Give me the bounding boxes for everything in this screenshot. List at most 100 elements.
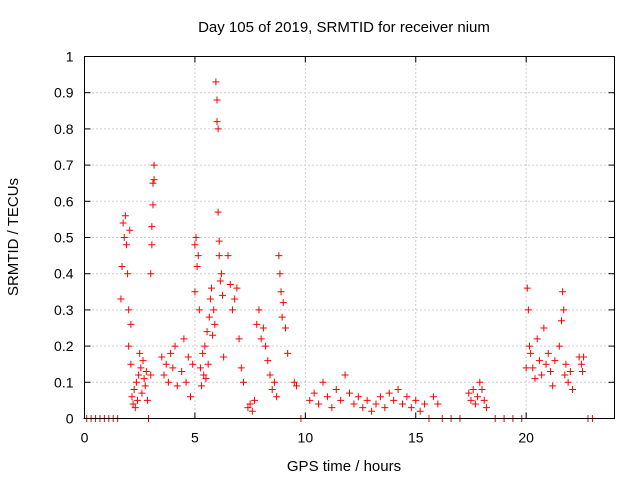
data-point <box>194 252 202 260</box>
data-point <box>544 349 552 357</box>
data-point <box>332 386 340 394</box>
data-point <box>276 270 284 278</box>
data-point <box>538 371 546 379</box>
data-point <box>189 360 197 368</box>
data-point <box>264 357 272 365</box>
y-tick-label: 0.1 <box>54 374 74 390</box>
data-point <box>471 400 479 408</box>
data-point <box>577 360 585 368</box>
data-point <box>399 400 406 408</box>
data-point <box>407 404 415 412</box>
data-point <box>535 357 543 365</box>
data-point <box>160 371 168 379</box>
data-point <box>162 360 170 368</box>
data-point <box>213 96 221 104</box>
grid <box>84 56 615 419</box>
data-point <box>244 404 252 412</box>
data-point <box>209 331 217 339</box>
data-point <box>129 400 137 408</box>
x-tick-label: 20 <box>518 430 534 446</box>
data-point <box>429 393 437 401</box>
data-point <box>478 386 486 394</box>
data-point <box>131 404 139 412</box>
data-point <box>281 324 289 332</box>
data-point <box>394 386 402 394</box>
x-tick-label: 0 <box>81 430 89 446</box>
data-point <box>566 367 574 375</box>
data-point <box>560 306 568 314</box>
data-point <box>182 378 190 386</box>
data-point <box>277 288 285 296</box>
y-axis-label: SRMTID / TECUs <box>5 178 22 296</box>
chart-title: Day 105 of 2019, SRMTID for receiver niu… <box>198 19 490 36</box>
y-tick-label: 0.9 <box>54 85 74 101</box>
data-point <box>213 118 221 126</box>
data-point <box>319 378 327 386</box>
data-point <box>134 396 141 404</box>
data-point <box>199 349 207 357</box>
data-point <box>122 241 130 249</box>
data-point <box>578 367 586 375</box>
data-point <box>279 299 287 307</box>
data-point <box>219 291 227 299</box>
y-tick-label: 0.7 <box>54 157 74 173</box>
data-point <box>531 375 539 383</box>
data-point <box>220 353 228 361</box>
y-tick-label: 1 <box>66 49 74 65</box>
data-points <box>83 78 596 422</box>
data-point <box>193 262 201 270</box>
data-point <box>130 386 138 394</box>
data-point <box>205 313 213 321</box>
data-point <box>120 234 128 241</box>
data-point <box>293 382 300 390</box>
data-point <box>467 396 475 404</box>
data-point <box>206 295 214 303</box>
data-point <box>390 396 398 404</box>
data-point <box>266 371 274 379</box>
data-point <box>381 404 389 412</box>
data-point <box>212 78 220 86</box>
data-point <box>167 349 175 357</box>
data-point <box>337 396 345 404</box>
data-point <box>363 396 371 404</box>
data-point <box>533 335 541 343</box>
data-point <box>469 386 477 394</box>
x-tick-label: 15 <box>408 430 424 446</box>
data-point <box>580 353 588 361</box>
data-point <box>257 335 265 343</box>
data-point <box>147 270 155 278</box>
data-point <box>202 375 210 383</box>
data-point <box>278 313 286 321</box>
data-point <box>564 378 572 386</box>
data-point <box>132 378 140 386</box>
data-point <box>310 389 318 397</box>
data-point <box>525 342 533 350</box>
data-point <box>259 324 267 332</box>
data-point <box>403 393 411 401</box>
plot-frame <box>84 56 615 419</box>
data-point <box>141 382 149 390</box>
data-point <box>306 396 314 404</box>
data-point <box>126 226 134 234</box>
data-point <box>482 404 490 412</box>
data-point <box>135 371 143 379</box>
data-point <box>142 367 150 375</box>
data-point <box>350 400 358 408</box>
data-point <box>148 223 156 231</box>
data-point <box>385 389 393 397</box>
data-point <box>147 371 155 379</box>
data-point <box>268 386 276 394</box>
data-point <box>474 393 482 401</box>
data-point <box>127 320 135 328</box>
data-point <box>529 364 537 372</box>
data-point <box>121 212 129 220</box>
data-point <box>523 284 531 292</box>
data-point <box>562 360 570 368</box>
data-point <box>117 295 125 303</box>
data-point <box>275 252 283 260</box>
y-tick-label: 0.6 <box>54 193 74 209</box>
data-point <box>476 378 484 386</box>
data-point <box>200 371 208 379</box>
data-point <box>237 364 245 372</box>
data-point <box>233 284 241 292</box>
